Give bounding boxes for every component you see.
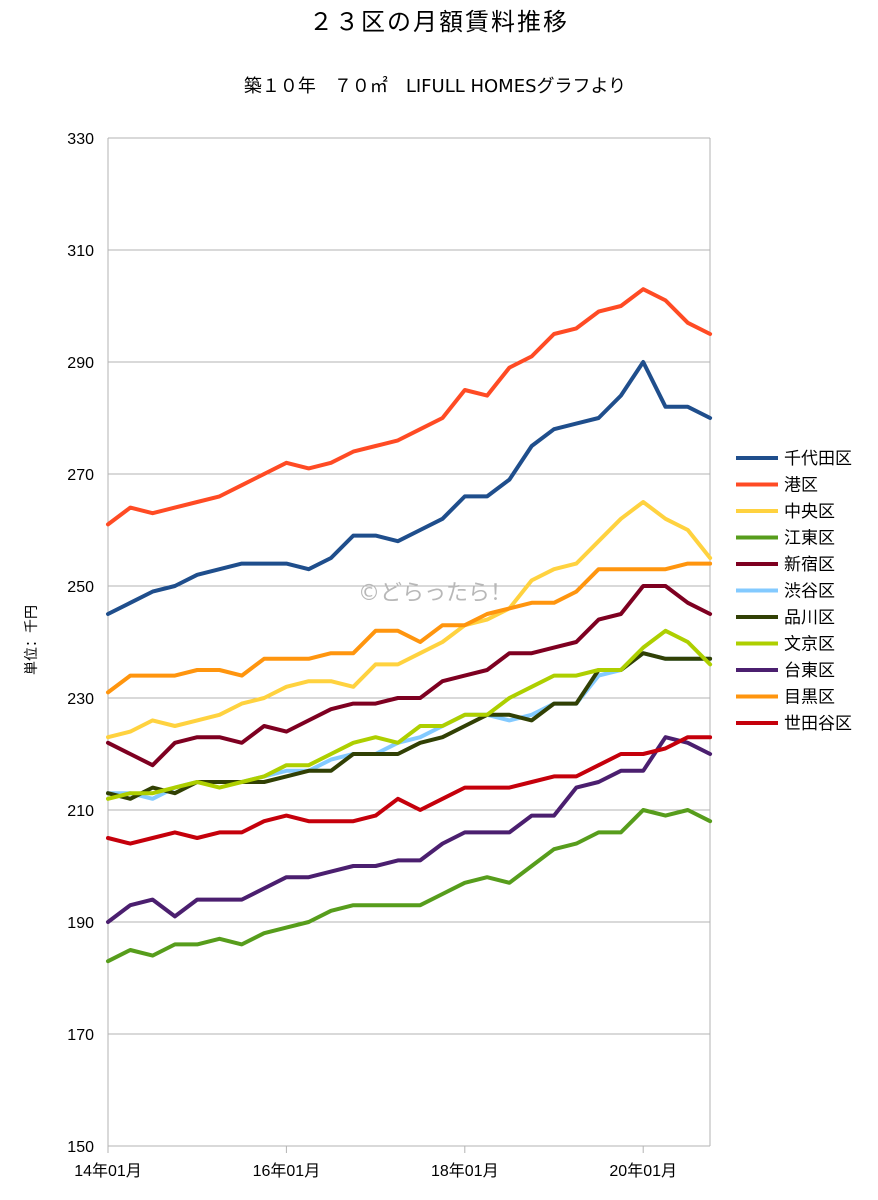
- legend-item-label: 千代田区: [784, 449, 852, 469]
- y-tick-label: 150: [67, 1139, 94, 1156]
- y-tick-label: 330: [67, 131, 94, 148]
- series-line: [106, 735, 713, 846]
- watermark: ©どらったら！: [358, 581, 512, 606]
- series-line: [106, 808, 713, 964]
- legend-item-label: 江東区: [784, 529, 835, 549]
- y-tick-label: 210: [67, 803, 94, 820]
- chart-subtitle: 築１０年 ７０㎡ LIFULL HOMESグラフより: [244, 75, 626, 97]
- x-tick-label: 14年01月: [74, 1162, 142, 1180]
- legend-item-label: 港区: [784, 476, 818, 496]
- x-tick-label: 16年01月: [253, 1162, 321, 1180]
- y-tick-label: 170: [67, 1027, 94, 1044]
- series-lines: [106, 287, 713, 964]
- legend-item-label: 新宿区: [784, 555, 835, 575]
- gridlines: [107, 137, 711, 1147]
- y-axis-ticks: 150 170 190 210 230 250 270 290 310 330: [67, 131, 94, 1156]
- series-line: [106, 628, 713, 801]
- x-tick-label: 18年01月: [431, 1162, 499, 1180]
- y-tick-label: 190: [67, 915, 94, 932]
- x-tick-label: 20年01月: [609, 1162, 677, 1180]
- y-tick-label: 270: [67, 467, 94, 484]
- y-tick-label: 310: [67, 243, 94, 260]
- y-axis-label: 単位：千円: [24, 605, 40, 675]
- y-tick-label: 250: [67, 579, 94, 596]
- series-line: [106, 651, 713, 801]
- y-tick-label: 290: [67, 355, 94, 372]
- legend-item-label: 文京区: [784, 635, 835, 655]
- series-line: [106, 651, 713, 801]
- legend-item-label: 目黒区: [784, 688, 835, 708]
- y-tick-label: 230: [67, 691, 94, 708]
- legend-item-label: 渋谷区: [784, 582, 835, 602]
- legend-item-label: 品川区: [784, 608, 835, 628]
- series-line: [106, 561, 713, 695]
- series-line: [106, 287, 713, 527]
- legend-item-label: 世田谷区: [784, 714, 852, 734]
- series-line: [106, 360, 713, 616]
- legend-item-label: 台東区: [784, 661, 835, 681]
- series-line: [106, 584, 713, 768]
- series-line: [106, 735, 713, 924]
- series-line: [106, 500, 713, 740]
- x-axis-ticks: 14年01月 16年01月 18年01月 20年01月: [74, 1146, 677, 1180]
- chart-title: ２３区の月額賃料推移: [309, 8, 569, 36]
- legend-item-label: 中央区: [784, 502, 835, 522]
